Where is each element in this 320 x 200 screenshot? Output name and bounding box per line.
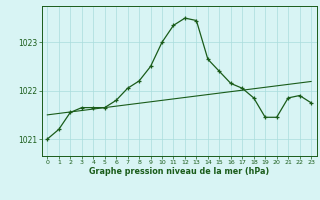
X-axis label: Graphe pression niveau de la mer (hPa): Graphe pression niveau de la mer (hPa) bbox=[89, 167, 269, 176]
